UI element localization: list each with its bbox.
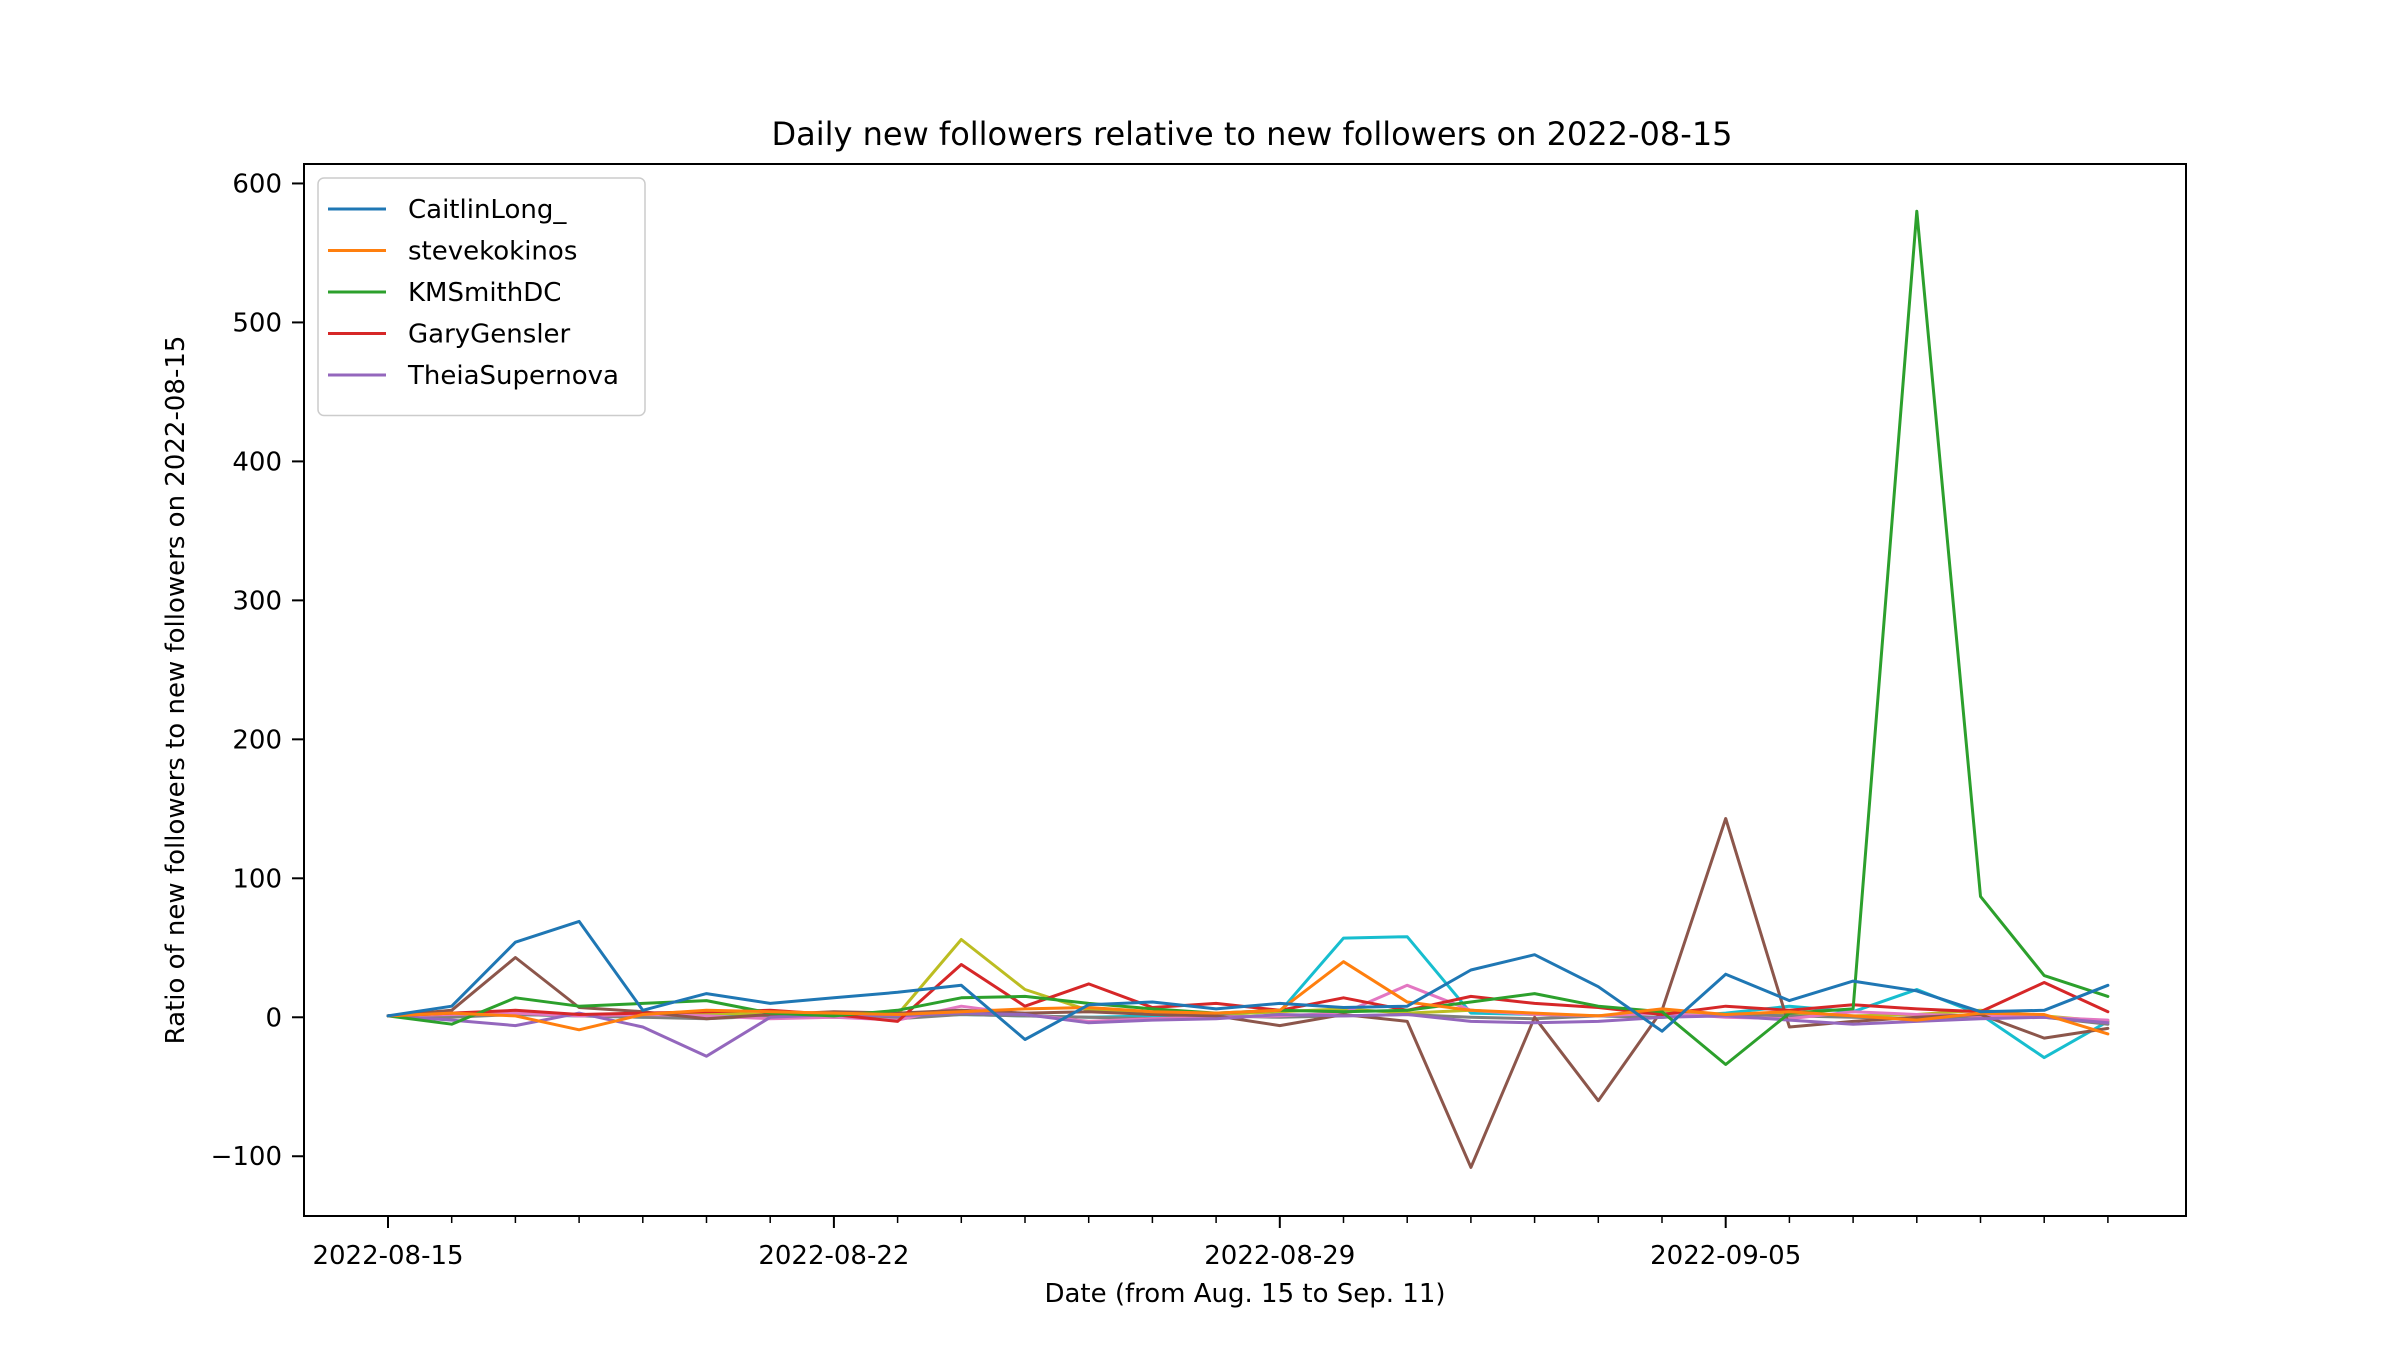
y-axis-label: Ratio of new followers to new followers …	[161, 336, 191, 1045]
plot-area-frame	[303, 163, 2187, 1217]
series-line-theiasupernova	[386, 1011, 2110, 1058]
legend-label: CaitlinLong_	[408, 195, 567, 225]
legend-label: GaryGensler	[408, 320, 571, 350]
x-tick-label: 2022-08-29	[1204, 1241, 1355, 1271]
x-tick-label: 2022-08-22	[758, 1241, 909, 1271]
tick-layer: 2022-08-15 2022-08-22 2022-08-29 2022-09-05…	[211, 169, 2109, 1271]
y-tick-label: 200	[232, 725, 282, 755]
series-line-unlabeled-5	[386, 817, 2110, 1169]
y-tick-label: −100	[211, 1142, 282, 1172]
x-axis-label: Date (from Aug. 15 to Sep. 11)	[1044, 1279, 1445, 1309]
legend: CaitlinLong_ stevekokinos KMSmithDC GaryGen…	[317, 177, 646, 417]
chart-title: Daily new followers relative to new foll…	[771, 115, 1732, 153]
legend-label: KMSmithDC	[408, 278, 561, 308]
series-line-caitlinlong_	[386, 919, 2110, 1041]
legend-box	[317, 177, 646, 417]
series-layer	[386, 209, 2110, 1169]
x-tick-label: 2022-08-15	[312, 1241, 463, 1271]
x-tick-label: 2022-09-05	[1650, 1241, 1801, 1271]
legend-label: stevekokinos	[408, 237, 577, 267]
legend-label: TheiaSupernova	[407, 361, 619, 391]
y-tick-label: 500	[232, 308, 282, 338]
series-line-stevekokinos	[386, 960, 2110, 1036]
y-tick-label: 400	[232, 447, 282, 477]
y-tick-label: 100	[232, 864, 282, 894]
y-tick-label: 300	[232, 586, 282, 616]
y-tick-label: 600	[232, 169, 282, 199]
y-tick-label: 0	[265, 1003, 282, 1033]
